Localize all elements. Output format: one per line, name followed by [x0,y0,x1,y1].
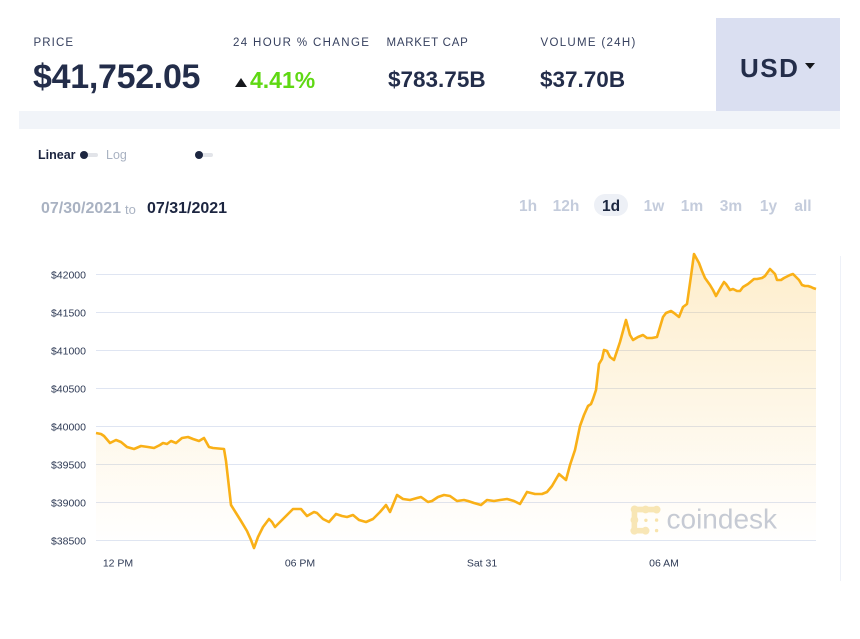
svg-text:06 PM: 06 PM [285,558,315,570]
svg-text:$41000: $41000 [51,345,86,357]
svg-text:$38500: $38500 [51,535,86,547]
svg-text:Sat 31: Sat 31 [467,558,498,570]
svg-text:$39000: $39000 [51,497,86,509]
svg-text:$39500: $39500 [51,459,86,471]
svg-text:$42000: $42000 [51,269,86,281]
svg-text:12 PM: 12 PM [103,558,133,570]
svg-text:$40500: $40500 [51,383,86,395]
svg-text:$40000: $40000 [51,421,86,433]
svg-text:$41500: $41500 [51,307,86,319]
svg-text:06 AM: 06 AM [649,558,679,570]
